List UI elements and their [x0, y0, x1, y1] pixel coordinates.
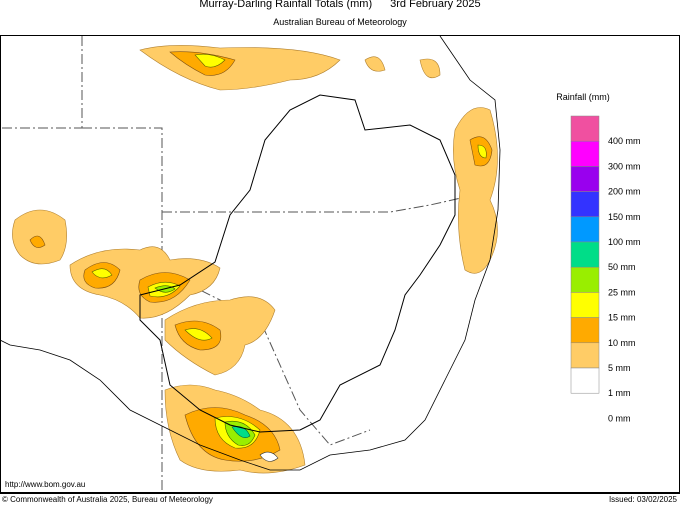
title-row: Murray-Darling Rainfall Totals (mm) 3rd F…: [199, 0, 480, 10]
legend-label: 15 mm: [608, 313, 636, 323]
legend-label: 1 mm: [608, 388, 631, 398]
legend-swatch: [570, 191, 600, 218]
footer-copyright: © Commonwealth of Australia 2025, Bureau…: [2, 495, 213, 504]
legend-title: Rainfall (mm): [556, 92, 610, 102]
footer-url: http://www.bom.gov.au: [5, 480, 85, 489]
legend-label: 25 mm: [608, 287, 636, 297]
basin-outline: [139, 94, 456, 433]
legend-label: 0 mm: [608, 413, 631, 423]
legend: Rainfall (mm) 400 mm 300 mm 200 mm 150 mm 10…: [556, 92, 640, 423]
title: Murray-Darling Rainfall Totals (mm): [199, 0, 372, 10]
legend-label: 50 mm: [608, 262, 636, 272]
legend-label: 100 mm: [608, 237, 641, 247]
legend-swatch: [570, 216, 600, 243]
subtitle: Australian Bureau of Meteorology: [273, 17, 407, 27]
coastline: [0, 35, 501, 471]
legend-swatch: [570, 317, 600, 344]
legend-label: 200 mm: [608, 187, 641, 197]
footer-issued: Issued: 03/02/2025: [609, 495, 678, 504]
legend-swatch: [570, 241, 600, 268]
legend-label: 300 mm: [608, 161, 641, 171]
map: [0, 35, 501, 490]
legend-label: 5 mm: [608, 363, 631, 373]
legend-swatches: 400 mm 300 mm 200 mm 150 mm 100 mm 50 mm 25 mm…: [570, 115, 641, 423]
date: 3rd February 2025: [390, 0, 481, 10]
legend-swatch: [570, 266, 600, 293]
legend-swatch: [570, 292, 600, 318]
legend-swatch: [570, 342, 600, 369]
legend-swatch: [570, 115, 600, 142]
rain-areas: [12, 45, 498, 474]
legend-label: 10 mm: [608, 338, 636, 348]
legend-swatch: [570, 166, 600, 192]
legend-swatch: [570, 140, 600, 167]
legend-label: 400 mm: [608, 136, 641, 146]
legend-swatch: [570, 367, 600, 394]
legend-label: 150 mm: [608, 212, 641, 222]
